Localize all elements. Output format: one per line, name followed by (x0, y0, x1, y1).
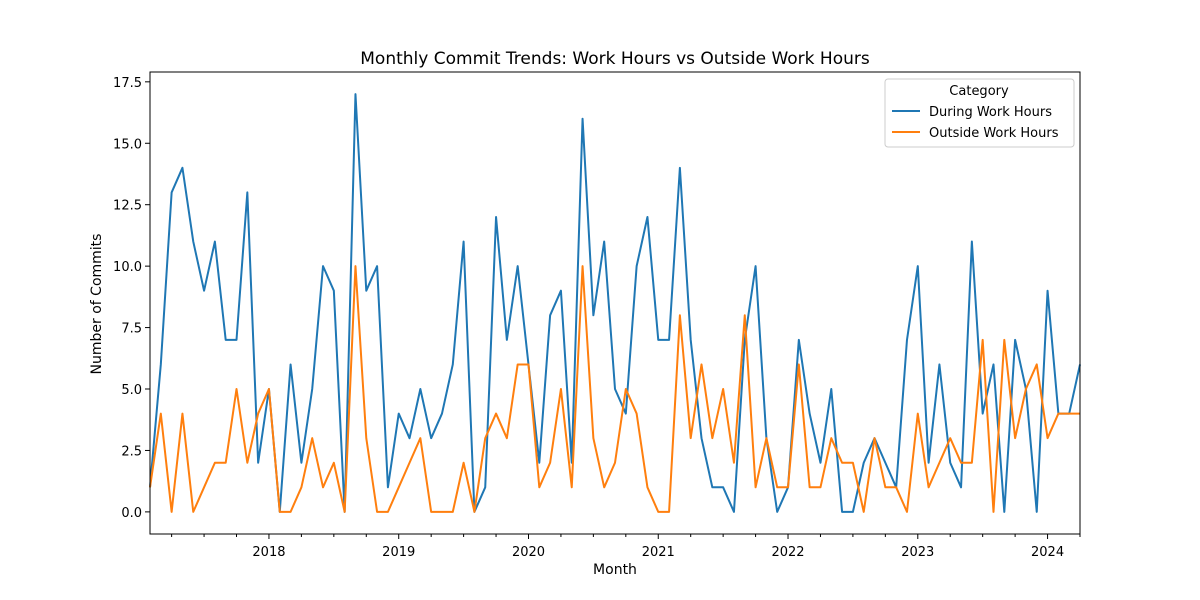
x-axis-title: Month (593, 562, 637, 578)
x-tick-label: 2020 (512, 545, 545, 560)
x-tick-label: 2022 (771, 545, 804, 560)
y-tick-label: 10.0 (113, 260, 142, 275)
x-tick-label: 2019 (382, 545, 415, 560)
x-tick-label: 2024 (1031, 545, 1064, 560)
legend-label-0: During Work Hours (929, 105, 1052, 120)
x-axis-ticks: 2018 2019 2020 2021 2022 2023 2024 (171, 534, 1081, 560)
legend-frame (884, 78, 1075, 148)
y-tick-label: 7.5 (121, 322, 142, 337)
y-tick-label: 2.5 (121, 444, 142, 459)
series-line-0 (149, 93, 1081, 513)
legend: Category During Work Hours Outside Work H… (884, 78, 1075, 148)
y-tick-label: 17.5 (113, 76, 142, 91)
y-tick-label: 0.0 (121, 506, 142, 521)
y-tick-label: 5.0 (121, 383, 142, 398)
chart-title: Monthly Commit Trends: Work Hours vs Out… (360, 49, 870, 69)
series-line-1 (149, 265, 1080, 513)
y-axis-title: Number of Commits (89, 234, 105, 375)
legend-label-1: Outside Work Hours (929, 126, 1059, 141)
series-lines (149, 93, 1081, 513)
x-tick-label: 2018 (252, 545, 285, 560)
legend-entries: During Work Hours Outside Work Hours (892, 105, 1059, 141)
x-tick-label: 2023 (901, 545, 934, 560)
y-tick-label: 15.0 (113, 137, 142, 152)
y-tick-label: 12.5 (113, 199, 142, 214)
plot-frame (149, 71, 1081, 535)
legend-title: Category (949, 84, 1009, 99)
x-tick-label: 2021 (642, 545, 675, 560)
y-axis-ticks: 0.0 2.5 5.0 7.5 10.0 12.5 15.0 17.5 (113, 76, 150, 521)
